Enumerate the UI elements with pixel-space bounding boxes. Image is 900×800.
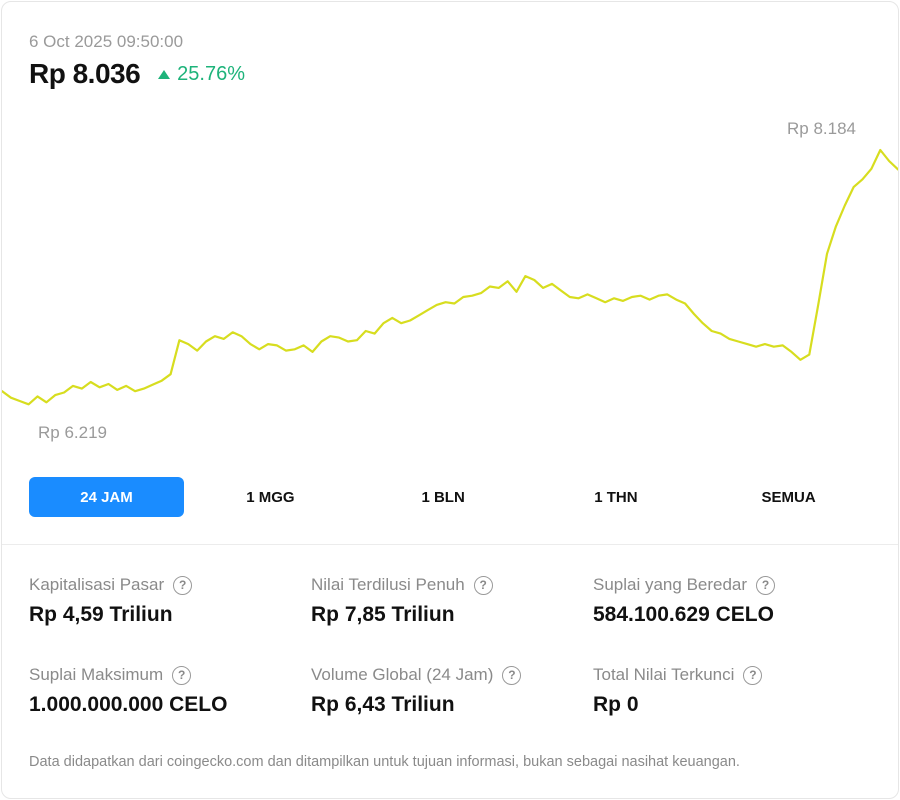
stat-label: Kapitalisasi Pasar — [29, 575, 165, 594]
price-chart[interactable] — [2, 102, 898, 462]
stat-max-supply: Suplai Maksimum? 1.000.000.000 CELO — [29, 665, 299, 717]
time-range-tabs: 24 JAM 1 MGG 1 BLN 1 THN SEMUA — [29, 477, 875, 517]
help-icon[interactable]: ? — [743, 665, 763, 685]
help-icon[interactable]: ? — [173, 575, 193, 595]
stat-value: 584.100.629 CELO — [593, 603, 774, 626]
stat-label: Volume Global (24 Jam) — [311, 665, 494, 684]
current-price: Rp 8.036 — [29, 58, 141, 89]
stat-label: Nilai Terdilusi Penuh — [311, 575, 465, 594]
price-row: Rp 8.036 25.76% — [29, 58, 245, 90]
up-arrow-icon — [158, 69, 171, 79]
help-icon[interactable]: ? — [502, 665, 522, 685]
stat-value: Rp 4,59 Triliun — [29, 603, 173, 626]
price-chart-svg — [2, 148, 898, 406]
tab-1-bln[interactable]: 1 BLN — [421, 488, 465, 506]
help-icon[interactable]: ? — [172, 665, 192, 685]
stat-value: Rp 7,85 Triliun — [311, 603, 455, 626]
help-icon[interactable]: ? — [756, 575, 776, 595]
stat-market-cap: Kapitalisasi Pasar? Rp 4,59 Triliun — [29, 575, 299, 627]
price-line-series — [2, 148, 898, 406]
divider — [2, 544, 898, 545]
stat-fully-diluted: Nilai Terdilusi Penuh? Rp 7,85 Triliun — [311, 575, 581, 627]
stat-value: Rp 6,43 Triliun — [311, 693, 455, 716]
tab-1-thn[interactable]: 1 THN — [594, 488, 638, 506]
price-change: 25.76% — [158, 63, 245, 86]
disclaimer: Data didapatkan dari coingecko.com dan d… — [29, 754, 740, 770]
chart-high-label: Rp 8.184 — [787, 119, 856, 138]
chart-low-label: Rp 6.219 — [38, 423, 107, 442]
stat-value: 1.000.000.000 CELO — [29, 693, 228, 716]
tab-semua[interactable]: SEMUA — [761, 488, 816, 506]
stat-value: Rp 0 — [593, 693, 639, 716]
stat-label: Suplai yang Beredar — [593, 575, 748, 594]
change-percent: 25.76% — [177, 62, 246, 85]
help-icon[interactable]: ? — [473, 575, 493, 595]
stat-label: Total Nilai Terkunci — [593, 665, 735, 684]
stat-label: Suplai Maksimum — [29, 665, 164, 684]
stat-circulating-supply: Suplai yang Beredar? 584.100.629 CELO — [593, 575, 863, 627]
timestamp: 6 Oct 2025 09:50:00 — [29, 32, 184, 51]
tab-24-jam[interactable]: 24 JAM — [29, 477, 184, 517]
stat-global-volume: Volume Global (24 Jam)? Rp 6,43 Triliun — [311, 665, 581, 717]
tab-1-mgg[interactable]: 1 MGG — [246, 488, 295, 506]
stat-total-value-locked: Total Nilai Terkunci? Rp 0 — [593, 665, 863, 717]
